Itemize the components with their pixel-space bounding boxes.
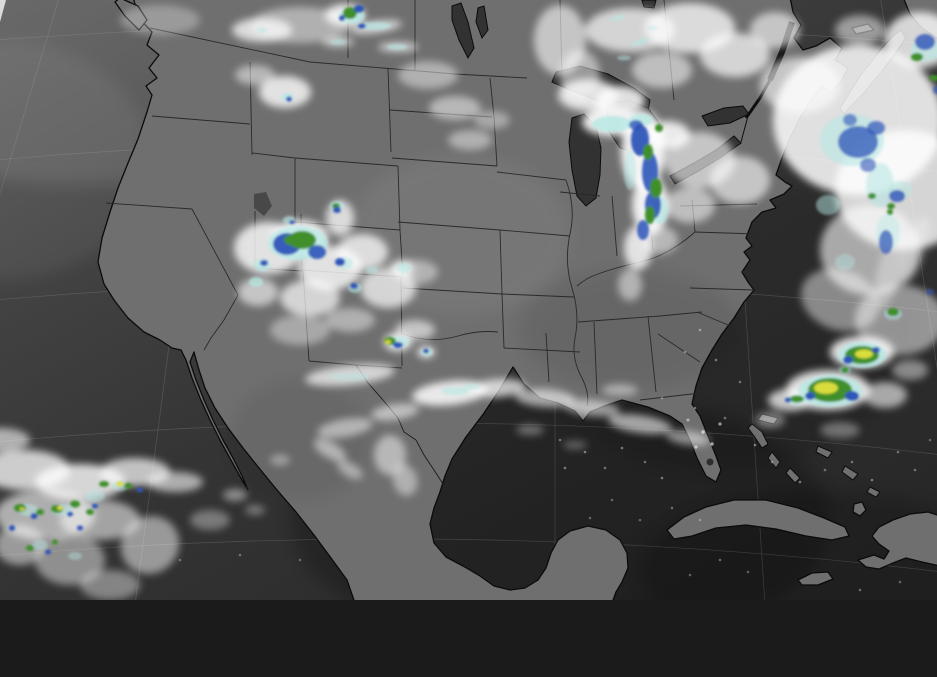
mississippi-river: [565, 179, 589, 407]
great-lakes-storm: [592, 114, 668, 240]
texas-panhandle-storms: [330, 263, 481, 395]
ocean-speckles: [178, 328, 932, 592]
prairie-storm: [330, 5, 407, 50]
us-canada-border: [149, 27, 528, 79]
cuba: [666, 499, 850, 541]
map-edge-artifact: [0, 0, 6, 22]
satellite-map: [0, 0, 937, 600]
bahamas: [747, 413, 881, 498]
hispaniola: [857, 511, 937, 570]
atlantic-storm-cores: [785, 342, 886, 407]
pacific-band-cores: [9, 481, 143, 560]
montana-specks: [257, 27, 293, 102]
inagua-island: [852, 501, 867, 517]
info-bar: U.S. Infrared + 09:00 AM EDT Sat May 11,…: [0, 600, 937, 677]
maritime-storm-cores: [816, 34, 937, 320]
rio-grande-border: [355, 364, 444, 485]
quebec-flecks: [610, 14, 657, 61]
colorado-storm: [249, 201, 378, 293]
niagara: [740, 115, 749, 143]
jamaica: [797, 571, 834, 586]
great-salt-lake: [254, 192, 272, 216]
lake-okeechobee: [706, 458, 714, 466]
lake-winnipeg: [451, 2, 475, 60]
cold-cloud-cores: [9, 5, 937, 560]
